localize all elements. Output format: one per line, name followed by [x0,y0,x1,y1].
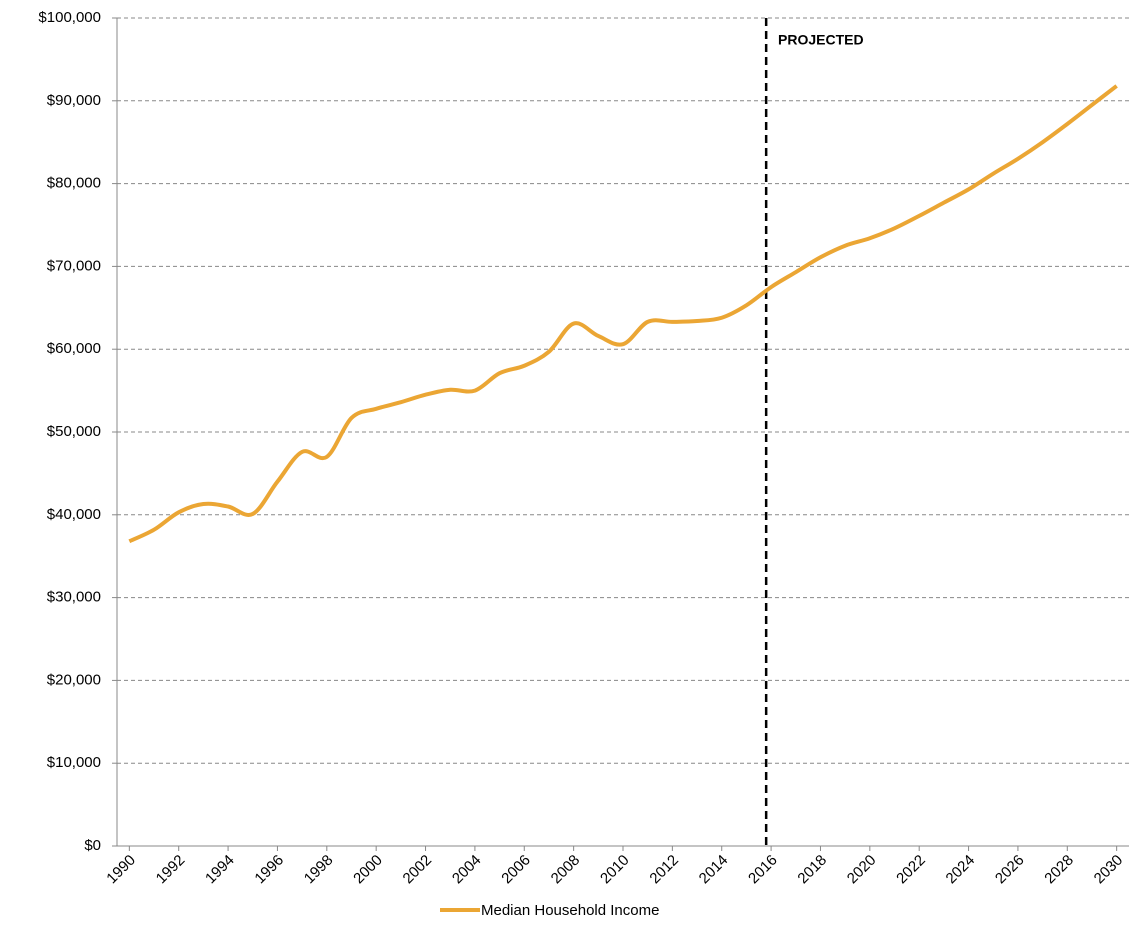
y-tick-label: $0 [84,837,101,854]
x-tick-label: 1990 [103,852,139,888]
line [128,84,1118,544]
annotation: PROJECTED [778,32,864,48]
y-tick-label: $10,000 [47,754,101,771]
y-tick-label: $100,000 [38,9,101,26]
x-tick-label: 2028 [1041,852,1077,888]
x-tick-label: 2004 [449,852,485,888]
y-tick-label: $30,000 [47,589,101,606]
x-tick-label: 2000 [350,852,386,888]
x-tick-label: 2022 [893,852,929,888]
x-tick-label: 2002 [400,852,436,888]
x-tick-label: 2026 [992,852,1028,888]
x-tick-label: 2014 [696,852,732,888]
x-tick-label: 2012 [646,852,682,888]
y-tick-label: $50,000 [47,423,101,440]
y-tick-label: $90,000 [47,92,101,109]
x-tick-label: 2030 [1091,852,1127,888]
y-tick-label: $40,000 [47,506,101,523]
x-tick-label: 2016 [745,852,781,888]
x-tick-label: 2020 [844,852,880,888]
x-tick-label: 2010 [597,852,633,888]
y-tick-label: $80,000 [47,175,101,192]
x-tick-label: 1998 [301,852,337,888]
x-tick-label: 1996 [251,852,287,888]
y-tick-label: $70,000 [47,257,101,274]
x-tick-label: 2008 [548,852,584,888]
x-tick-label: 2018 [794,852,830,888]
x-tick-label: 1992 [153,852,189,888]
y-tick-label: $20,000 [47,671,101,688]
legend-label: Median Household Income [481,902,659,919]
y-tick-label: $60,000 [47,340,101,357]
x-tick-label: 2006 [498,852,534,888]
x-tick-label: 2024 [943,852,979,888]
x-tick-label: 1994 [202,852,238,888]
